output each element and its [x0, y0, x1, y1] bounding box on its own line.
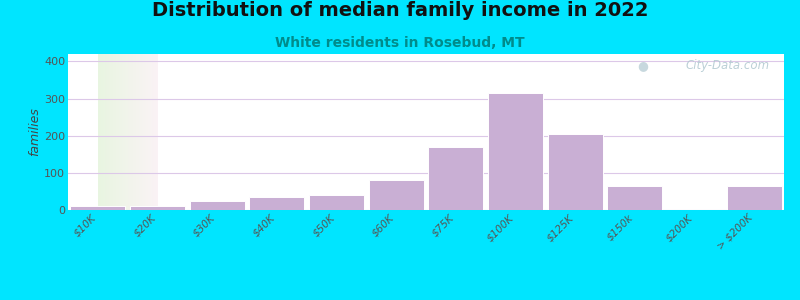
Text: City-Data.com: City-Data.com	[686, 59, 770, 72]
Bar	[130, 206, 185, 210]
Y-axis label: families: families	[28, 108, 42, 156]
Bar	[607, 186, 662, 210]
Bar	[309, 195, 364, 210]
Text: ●: ●	[638, 59, 648, 72]
Bar	[428, 147, 483, 210]
Bar	[250, 197, 304, 210]
Bar	[369, 180, 424, 210]
Bar	[488, 93, 543, 210]
Bar	[548, 134, 602, 210]
Bar	[70, 206, 126, 210]
Bar	[726, 186, 782, 210]
Bar	[190, 201, 245, 210]
Text: White residents in Rosebud, MT: White residents in Rosebud, MT	[275, 36, 525, 50]
Text: Distribution of median family income in 2022: Distribution of median family income in …	[152, 2, 648, 20]
